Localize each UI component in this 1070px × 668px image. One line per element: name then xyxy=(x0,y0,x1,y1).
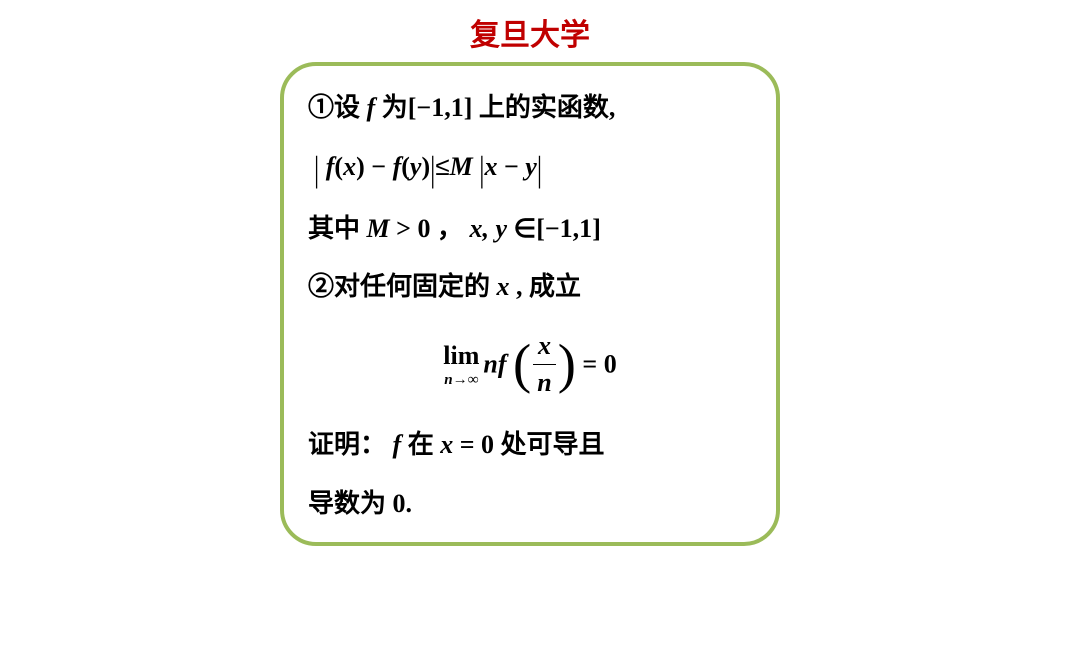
fx-f: f xyxy=(326,152,335,181)
gt: > xyxy=(390,214,418,243)
line-1: ①设 f 为[−1,1] 上的实函数, xyxy=(308,90,752,126)
line6-mid: 在 xyxy=(401,430,440,459)
bracket-open2: [ xyxy=(536,214,545,243)
line4-x: x xyxy=(497,272,510,301)
line6-zero: 0 xyxy=(481,430,494,459)
line-2: | f(x) − f(y)|≤M |x − y| xyxy=(308,148,752,188)
minus1: − xyxy=(365,152,393,181)
limit-block: lim n→∞ xyxy=(443,338,479,392)
line1-mid: 为 xyxy=(375,93,408,122)
le-sym: ≤ xyxy=(435,151,449,181)
line3-M: M xyxy=(367,214,390,243)
line1-post: 上的实函数, xyxy=(472,93,615,122)
frac-den: n xyxy=(533,364,555,401)
line1-f: f xyxy=(367,93,376,122)
fx-x: x xyxy=(343,152,356,181)
line1-pre: 设 xyxy=(334,93,367,122)
fraction: x n xyxy=(533,328,555,402)
zero: 0 xyxy=(417,214,430,243)
M-sym: M xyxy=(450,152,473,181)
frac-num: x xyxy=(533,328,555,364)
line6-f: f xyxy=(393,430,402,459)
xy: x, y xyxy=(469,214,507,243)
comma: ， xyxy=(430,214,463,243)
line-7: 导数为 0. xyxy=(308,486,752,522)
line-4: ②对任何固定的 x , 成立 xyxy=(308,269,752,305)
fy-y: y xyxy=(410,152,422,181)
abs-bar-right2: | xyxy=(537,145,542,196)
line4-post: , 成立 xyxy=(510,272,582,301)
interval2: −1,1 xyxy=(545,214,592,243)
line7-zero: 0. xyxy=(393,489,413,518)
lim-sub: n→∞ xyxy=(443,370,479,391)
line-3: 其中 M > 0 ， x, y ∈[−1,1] xyxy=(308,211,752,247)
title-text: 复旦大学 xyxy=(470,19,590,52)
line7-text: 导数为 xyxy=(308,489,393,518)
title: 复旦大学 xyxy=(280,10,780,54)
x-sym: x xyxy=(484,152,497,181)
nf: nf xyxy=(483,349,506,378)
eq-zero: = 0 xyxy=(576,349,617,378)
bracket-close2: ] xyxy=(592,214,601,243)
line3-pre: 其中 xyxy=(308,214,367,243)
line6-post: 处可导且 xyxy=(494,430,605,459)
abs-bar-left2: | xyxy=(479,145,484,196)
line6-eq: = xyxy=(453,430,481,459)
y-sym: y xyxy=(525,152,537,181)
fy-f: f xyxy=(393,152,402,181)
minus2: − xyxy=(497,152,525,181)
circled-1: ① xyxy=(308,93,334,122)
circled-2: ② xyxy=(308,272,334,301)
line-5-limit: lim n→∞ nf ( x n ) = 0 xyxy=(308,328,752,402)
line6-pre: 证明： xyxy=(308,430,393,459)
lim-text: lim xyxy=(443,338,479,374)
in-sym: ∈ xyxy=(507,214,536,243)
problem-box: ①设 f 为[−1,1] 上的实函数, | f(x) − f(y)|≤M |x … xyxy=(280,62,780,546)
abs-bar-left: | xyxy=(314,145,319,196)
line4-text: 对任何固定的 xyxy=(334,272,497,301)
line-6: 证明： f 在 x = 0 处可导且 xyxy=(308,427,752,463)
line1-interval: −1,1 xyxy=(416,93,463,122)
line6-x: x xyxy=(440,430,453,459)
abs-bar-right: | xyxy=(430,145,435,196)
